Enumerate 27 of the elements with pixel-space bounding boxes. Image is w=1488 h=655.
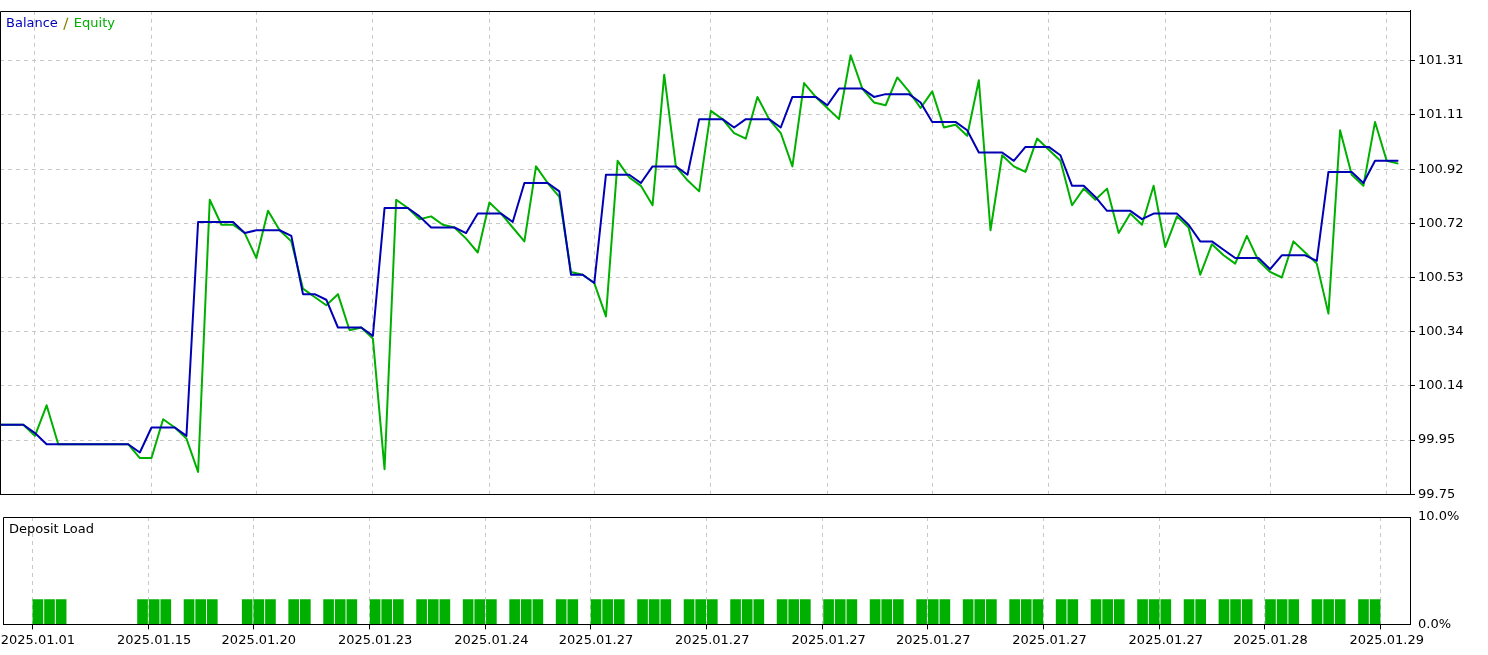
y-tick-label: 100.34 — [1418, 323, 1464, 339]
x-tick-label: 2025.01.01 — [0, 631, 76, 647]
x-tick-label: 2025.01.20 — [221, 631, 297, 647]
y-tick-label: 99.75 — [1418, 485, 1456, 501]
y-tick-label: 100.92 — [1418, 160, 1464, 176]
x-tick-label: 2025.01.27 — [791, 631, 866, 647]
x-tick-label: 2025.01.27 — [1128, 631, 1204, 647]
y-tick-label: 101.11 — [1418, 106, 1464, 122]
text: Balance — [6, 14, 58, 30]
y-tick-label: 10.0% — [1418, 508, 1460, 524]
x-tick-label: 2025.01.27 — [1012, 631, 1087, 647]
x-tick-label: 2025.01.29 — [1349, 631, 1424, 647]
x-tick-label: 2025.01.27 — [896, 631, 971, 647]
y-tick-label: 0.0% — [1418, 615, 1452, 631]
y-tick-label: 100.14 — [1418, 377, 1464, 393]
x-tick-label: 2025.01.28 — [1233, 631, 1308, 647]
x-tick-label: 2025.01.27 — [558, 631, 634, 647]
y-tick-label: 100.53 — [1418, 268, 1464, 284]
x-tick-label: 2025.01.27 — [675, 631, 750, 647]
y-tick-label: 101.31 — [1418, 52, 1464, 68]
text: Equity — [73, 14, 116, 30]
x-tick-label: 2025.01.23 — [337, 631, 413, 647]
chart-title: Deposit Load — [9, 520, 95, 536]
y-tick-label: 99.95 — [1418, 431, 1456, 447]
y-tick-label: 100.72 — [1418, 214, 1464, 230]
x-tick-label: 2025.01.15 — [116, 631, 192, 647]
x-tick-label: 2025.01.24 — [454, 631, 529, 647]
